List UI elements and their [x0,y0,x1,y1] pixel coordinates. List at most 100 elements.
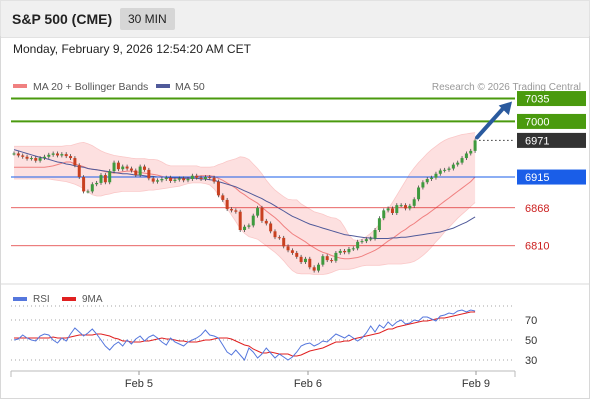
candle-body [343,250,347,253]
candle-body [347,248,351,253]
candle-body [208,177,212,179]
ma50-legend-swatch [156,84,170,88]
candle-body [195,175,199,178]
candle-body [425,178,429,183]
candle-body [16,153,20,156]
candle-body [390,208,394,214]
rsi-tick-70: 70 [525,315,537,327]
candle-body [134,170,138,176]
header-bar: S&P 500 (CME) 30 MIN [0,0,590,38]
candle-body [234,210,238,212]
candle-body [90,184,94,192]
candle-body [156,180,160,182]
rsi-ma-legend-swatch [62,297,76,301]
ma20-legend-swatch [13,84,27,88]
candle-body [447,168,451,170]
candle-body [377,218,381,231]
candle-body [330,260,334,262]
bollinger-band-fill [14,132,476,275]
candle-body [29,158,33,160]
candle-body [382,210,386,219]
candle-body [404,205,407,209]
candle-body [247,225,251,227]
candle-body [373,230,377,239]
candle-body [317,264,320,271]
rsi-ma-line [14,311,476,357]
candle-body [408,205,412,209]
candle-body [230,209,233,211]
level-tag-6915 [517,169,586,185]
candle-body [290,250,294,253]
level-label-6971: 6971 [525,135,549,147]
candle-body [73,158,77,166]
candle-body [264,220,268,224]
candle-body [430,177,434,179]
level-label-7000: 7000 [525,116,549,128]
level-label-7035: 7035 [525,94,549,106]
candle-body [260,207,264,221]
candle-body [386,208,390,211]
candle-body [56,153,59,156]
candle-body [173,179,177,181]
candle-body [203,177,207,179]
candle-body [395,205,399,214]
ma50-line [13,149,476,239]
candle-body [412,199,416,206]
time-tick-label: Feb 9 [462,378,490,390]
candle-body [38,158,42,161]
candle-body [225,199,229,210]
rsi-tick-50: 50 [525,335,537,347]
level-tag-7035 [517,91,586,107]
candle-body [443,169,447,171]
candle-body [238,211,242,231]
candle-body [186,178,190,181]
candle-body [351,248,355,250]
candle-body [334,252,338,261]
candle-body [356,241,360,249]
timeframe-badge[interactable]: 30 MIN [120,8,175,30]
rsi-line [13,309,476,361]
time-tick-label: Feb 6 [294,378,322,390]
level-label-6810: 6810 [525,241,549,253]
candle-body [69,156,73,159]
candle-body [143,166,146,170]
candle-body [86,191,90,193]
candle-body [151,178,155,182]
candle-body [421,182,425,188]
projection-arrow-head [498,101,512,116]
candle-body [116,162,120,170]
candle-body [303,258,307,263]
candle-body [47,154,51,157]
candle-body [138,166,142,176]
candle-body [312,267,316,271]
candle-body [42,156,46,159]
candle-body [451,164,455,169]
candle-body [103,175,107,183]
candle-body [464,153,468,159]
candle-body [82,177,86,192]
candle-body [325,256,329,261]
candle-body [121,166,125,170]
candle-body [147,169,151,179]
candle-body [273,231,277,238]
ma20-legend-label: MA 20 + Bollinger Bands [33,81,148,93]
level-label-6868: 6868 [525,203,549,215]
candle-body [438,170,442,174]
candle-body [321,256,325,265]
candle-body [129,168,133,171]
candle-body [251,215,255,226]
candle-body [12,153,16,155]
rsi-ma-legend-label: 9MA [82,294,103,305]
candle-body [25,156,29,159]
candle-body [269,223,273,232]
time-tick-label: Feb 5 [125,378,153,390]
candle-body [417,187,421,200]
candle-body [360,241,364,243]
bollinger-upper-line [14,132,476,241]
candle-body [473,140,477,151]
candle-body [99,175,103,183]
candle-body [112,162,116,172]
candle-body [60,154,64,156]
level-tag-7000 [517,113,586,129]
